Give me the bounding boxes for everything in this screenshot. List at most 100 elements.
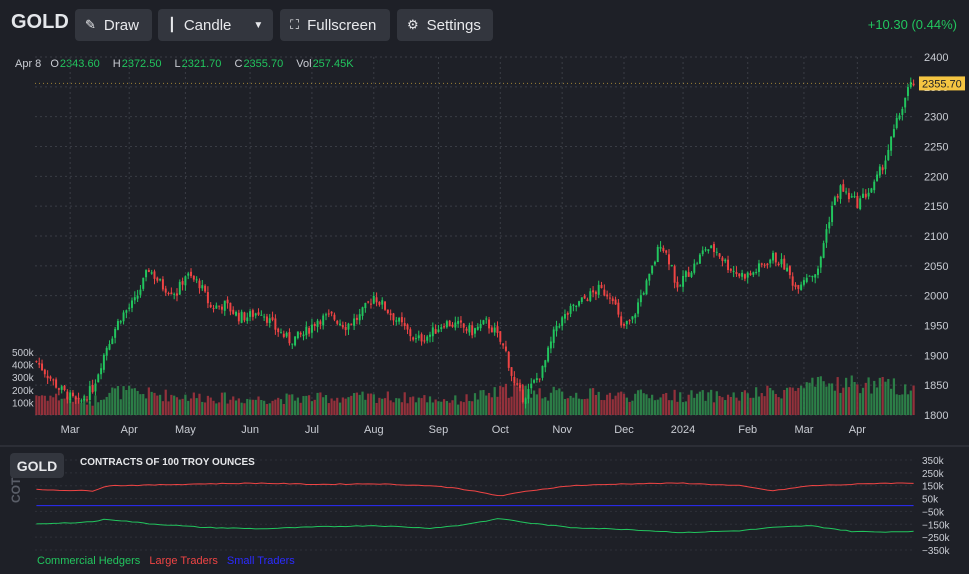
candle (336, 320, 339, 324)
candle (173, 293, 176, 295)
candle (755, 271, 758, 273)
cot-tick: −250k (922, 533, 951, 544)
candle (499, 331, 502, 342)
volume-bar (746, 393, 749, 415)
fullscreen-button[interactable]: ⛶ Fullscreen (280, 9, 390, 41)
candle (35, 361, 38, 363)
candle (147, 270, 150, 273)
volume-bar (260, 399, 263, 415)
candle (578, 301, 581, 306)
candle (333, 314, 336, 320)
volume-value: 257.45K (312, 58, 354, 70)
volume-bar (336, 397, 339, 415)
candle (887, 149, 890, 161)
volume-bar (757, 396, 761, 415)
volume-bar (462, 402, 465, 415)
candle (80, 400, 83, 402)
candle (561, 317, 564, 326)
volume-bar (479, 390, 482, 415)
candle (743, 274, 746, 279)
candle (608, 297, 611, 299)
volume-bar (665, 392, 668, 415)
candle (819, 256, 822, 268)
candle (780, 259, 783, 265)
cot-title: CONTRACTS OF 100 TROY OUNCES (80, 457, 255, 468)
volume-bar (164, 389, 167, 415)
volume-bar (445, 401, 448, 415)
volume-bar (544, 397, 547, 415)
chart-type-dropdown[interactable]: ┃ Candle ▼ (158, 9, 273, 41)
volume-bar (254, 399, 257, 415)
volume-bar (504, 383, 508, 415)
candle (870, 188, 873, 193)
candle (727, 259, 730, 270)
volume-bar (577, 398, 581, 415)
draw-button[interactable]: ✎ Draw (75, 9, 152, 41)
candle (237, 312, 240, 322)
candle (847, 192, 850, 200)
volume-bar (828, 383, 831, 415)
volume-bar (538, 388, 541, 415)
volume-bar (493, 387, 496, 415)
candle (184, 276, 187, 286)
volume-bar (788, 387, 791, 415)
candle (198, 280, 201, 289)
candle (637, 302, 640, 314)
candle (74, 397, 77, 400)
candle (876, 174, 879, 182)
volume-bar (74, 395, 77, 415)
candle (817, 268, 819, 275)
volume-bar (426, 402, 429, 415)
price-tick: 1800 (924, 410, 948, 422)
time-tick: Aug (364, 424, 384, 436)
volume-bar (246, 398, 249, 415)
volume-bar (724, 400, 727, 415)
settings-button[interactable]: ⚙ Settings (397, 9, 493, 41)
cot-tick: −50k (922, 507, 945, 518)
candle (794, 284, 797, 287)
candle (718, 253, 721, 257)
volume-bar (628, 401, 631, 415)
volume-bar (659, 397, 662, 415)
volume-bar (274, 399, 277, 415)
candle (369, 303, 372, 305)
volume-tick: 400k (12, 361, 35, 372)
chevron-down-icon: ▼ (253, 19, 264, 31)
volume-bar (308, 395, 311, 415)
volume-bar (524, 385, 527, 415)
volume-bar (516, 386, 519, 415)
candle (122, 312, 125, 322)
price-tick: 2350 (924, 82, 948, 94)
candle (901, 108, 904, 115)
volume-bar (161, 401, 165, 415)
volume-bar (884, 381, 887, 415)
candle (684, 271, 687, 278)
volume-bar (819, 376, 822, 415)
ohlc-readout: Apr 8 O2343.60 H2372.50 L2321.70 C2355.7… (15, 58, 364, 70)
volume-bar (710, 389, 713, 415)
volume-bar (802, 388, 806, 415)
cot-tick: 350k (922, 456, 945, 467)
candle (296, 331, 299, 339)
volume-bar (218, 402, 221, 415)
candle (235, 311, 238, 316)
candle (243, 312, 246, 321)
volume-bar (774, 393, 777, 415)
volume-bar (839, 392, 842, 415)
candle (772, 252, 775, 261)
candle (364, 303, 367, 309)
volume-bar (361, 391, 364, 415)
candle (696, 263, 699, 265)
candle (862, 193, 864, 198)
candle (530, 383, 533, 389)
volume-bar (144, 398, 148, 415)
volume-bar (316, 392, 319, 415)
candle (437, 329, 440, 333)
volume-bar (696, 393, 699, 415)
candle (662, 247, 665, 252)
volume-bar (150, 391, 153, 415)
volume-bar (83, 395, 86, 415)
volume-bar (147, 387, 150, 415)
volume-bar (620, 391, 623, 415)
